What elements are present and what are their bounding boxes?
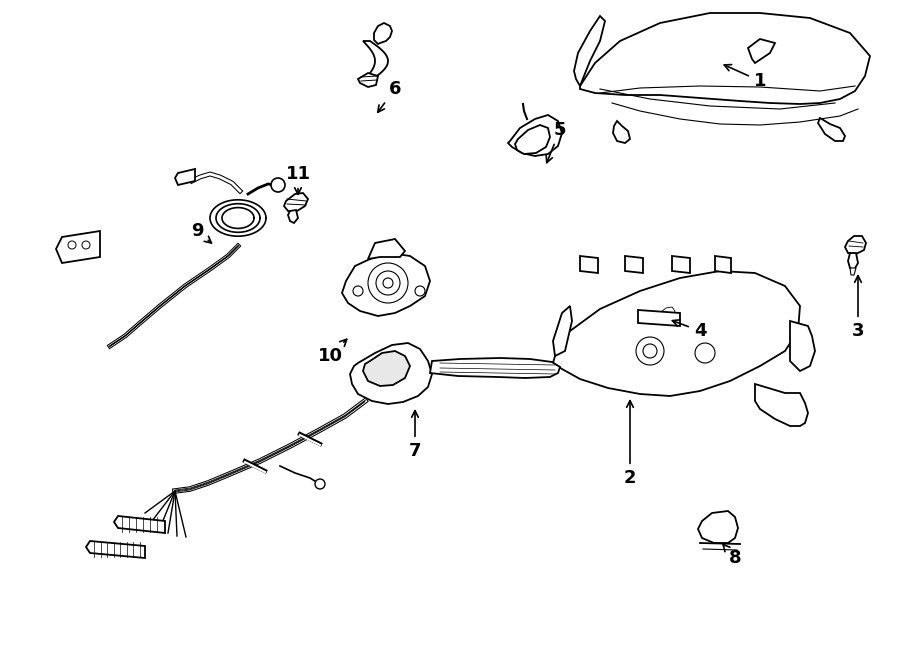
Text: 6: 6	[378, 80, 401, 112]
Circle shape	[82, 241, 90, 249]
Polygon shape	[363, 351, 410, 386]
Text: 1: 1	[724, 65, 766, 90]
Polygon shape	[288, 210, 298, 223]
Polygon shape	[580, 13, 870, 104]
Polygon shape	[625, 256, 643, 273]
Polygon shape	[574, 16, 605, 86]
Polygon shape	[613, 121, 630, 143]
Polygon shape	[368, 239, 405, 259]
Polygon shape	[672, 256, 690, 273]
Text: 3: 3	[851, 276, 864, 340]
Polygon shape	[580, 256, 598, 273]
Circle shape	[353, 286, 363, 296]
Polygon shape	[508, 115, 562, 156]
Polygon shape	[86, 541, 145, 558]
Circle shape	[368, 263, 408, 303]
Polygon shape	[342, 253, 430, 316]
Text: 5: 5	[546, 121, 566, 163]
Polygon shape	[363, 41, 388, 81]
Circle shape	[415, 286, 425, 296]
Polygon shape	[638, 310, 680, 326]
Polygon shape	[698, 511, 738, 543]
Polygon shape	[374, 23, 392, 44]
Polygon shape	[653, 304, 682, 324]
Polygon shape	[850, 268, 856, 275]
Polygon shape	[56, 231, 100, 263]
Polygon shape	[845, 236, 866, 254]
Circle shape	[315, 479, 325, 489]
Polygon shape	[358, 73, 378, 87]
Polygon shape	[114, 516, 165, 533]
Text: 9: 9	[191, 222, 211, 243]
Polygon shape	[553, 306, 572, 356]
Polygon shape	[755, 384, 808, 426]
Polygon shape	[715, 256, 731, 273]
Text: 11: 11	[285, 165, 310, 194]
Text: 4: 4	[672, 320, 706, 340]
Text: 7: 7	[409, 410, 421, 460]
Polygon shape	[515, 125, 550, 154]
Text: 2: 2	[624, 401, 636, 487]
Polygon shape	[430, 358, 560, 378]
Text: 8: 8	[723, 545, 742, 567]
Polygon shape	[175, 169, 195, 185]
Circle shape	[376, 271, 400, 295]
Polygon shape	[284, 193, 308, 211]
Polygon shape	[350, 343, 432, 404]
Circle shape	[68, 241, 76, 249]
Circle shape	[271, 178, 285, 192]
Polygon shape	[553, 271, 800, 396]
Circle shape	[383, 278, 393, 288]
Polygon shape	[848, 253, 858, 270]
Polygon shape	[748, 39, 775, 63]
Polygon shape	[659, 307, 675, 319]
Polygon shape	[818, 118, 845, 141]
Polygon shape	[790, 321, 815, 371]
Text: 10: 10	[318, 339, 346, 365]
